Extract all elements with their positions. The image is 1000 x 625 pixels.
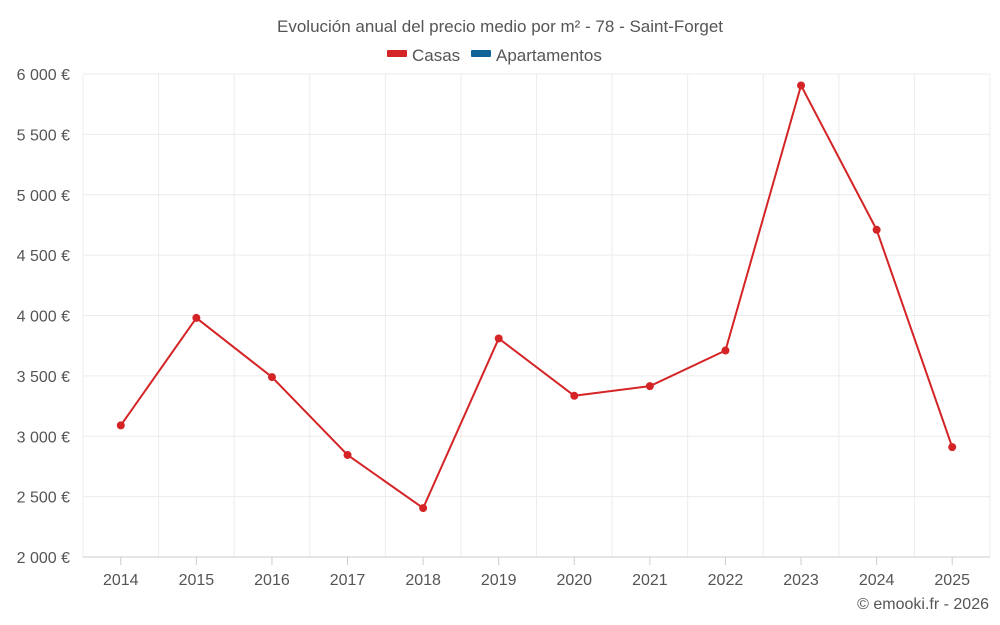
x-tick-label: 2014 (103, 572, 139, 589)
x-tick-label: 2020 (556, 572, 592, 589)
legend-item-apartamentos[interactable]: Apartamentos (471, 46, 602, 65)
x-axis-ticks: 2014 2015 2016 2017 2018 2019 2020 2021 2022 2023… (103, 557, 970, 589)
grid (82, 73, 991, 557)
data-point-2025[interactable] (948, 443, 957, 452)
data-point-2019[interactable] (494, 334, 503, 343)
credit-text: © emooki.fr - 2026 (857, 596, 989, 613)
y-tick-label: 5 500 € (17, 127, 70, 144)
data-point-2014[interactable] (116, 421, 125, 430)
x-tick-label: 2021 (632, 572, 668, 589)
x-tick-label: 2019 (481, 572, 517, 589)
legend-label-casas: Casas (412, 46, 460, 65)
legend: Casas Apartamentos (387, 46, 602, 65)
data-point-2015[interactable] (192, 313, 201, 322)
x-tick-label: 2022 (708, 572, 744, 589)
series-casas (116, 81, 957, 513)
y-tick-label: 4 500 € (17, 248, 70, 265)
x-tick-label: 2024 (859, 572, 895, 589)
y-tick-label: 3 500 € (17, 369, 70, 386)
y-tick-label: 2 000 € (17, 550, 70, 567)
x-tick-label: 2017 (330, 572, 366, 589)
y-tick-label: 2 500 € (17, 490, 70, 507)
data-point-2018[interactable] (419, 504, 428, 513)
legend-swatch-casas (387, 50, 407, 57)
data-point-2022[interactable] (721, 346, 730, 355)
x-tick-label: 2018 (405, 572, 441, 589)
y-tick-label: 5 000 € (17, 188, 70, 205)
y-axis-ticks: 2 000 € 2 500 € 3 000 € 3 500 € 4 000 € 4 500… (17, 67, 70, 567)
data-point-2016[interactable] (267, 373, 276, 382)
legend-label-apartamentos: Apartamentos (496, 46, 602, 65)
x-tick-label: 2025 (934, 572, 970, 589)
data-point-2024[interactable] (872, 225, 881, 234)
x-tick-label: 2015 (179, 572, 215, 589)
y-tick-label: 4 000 € (17, 309, 70, 326)
legend-swatch-apartamentos (471, 50, 491, 57)
data-point-2023[interactable] (797, 81, 806, 90)
x-tick-label: 2023 (783, 572, 819, 589)
data-point-2021[interactable] (645, 382, 654, 391)
x-tick-label: 2016 (254, 572, 290, 589)
series-line-casas (119, 84, 954, 510)
chart-title: Evolución anual del precio medio por m² … (277, 17, 723, 36)
y-tick-label: 6 000 € (17, 67, 70, 84)
y-tick-label: 3 000 € (17, 429, 70, 446)
data-point-2020[interactable] (570, 391, 579, 400)
legend-item-casas[interactable]: Casas (387, 46, 460, 65)
data-point-2017[interactable] (343, 450, 352, 459)
